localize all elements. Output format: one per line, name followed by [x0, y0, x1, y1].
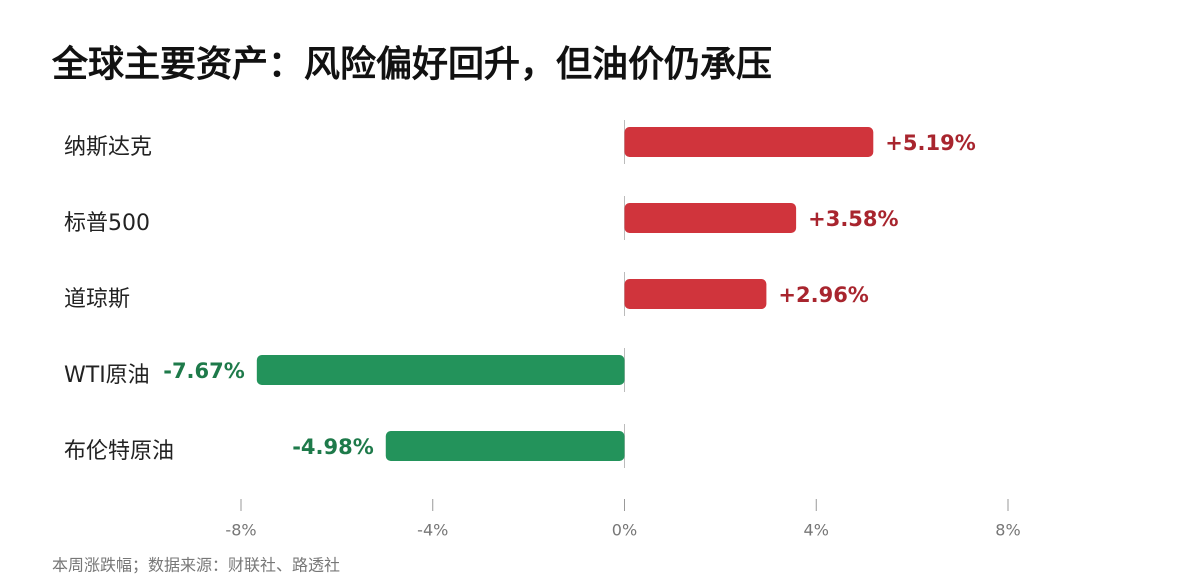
category-label: 纳斯达克	[64, 135, 152, 160]
chart-title: 全球主要资产：风险偏好回升，但油价仍承压	[51, 43, 772, 85]
bar	[624, 203, 797, 233]
source-note: 本周涨跌幅；数据来源：财联社、路透社	[52, 556, 340, 575]
x-tick-label: 4%	[804, 521, 829, 540]
category-label: 道琼斯	[64, 287, 130, 312]
value-label: +5.19%	[885, 131, 975, 155]
category-label: 标普500	[64, 211, 150, 236]
category-label: WTI原油	[64, 363, 150, 388]
x-tick-label: -8%	[225, 521, 256, 540]
x-tick-label: -4%	[417, 521, 448, 540]
value-label: +2.96%	[778, 283, 868, 307]
bar	[385, 431, 625, 461]
value-label: -7.67%	[163, 359, 245, 383]
bar	[624, 279, 767, 309]
value-label: -4.98%	[292, 435, 374, 459]
bar	[256, 355, 625, 385]
bar	[624, 127, 874, 157]
x-tick-label: 8%	[995, 521, 1020, 540]
category-label: 布伦特原油	[64, 439, 174, 464]
value-label: +3.58%	[808, 207, 898, 231]
x-tick-label: 0%	[612, 521, 637, 540]
